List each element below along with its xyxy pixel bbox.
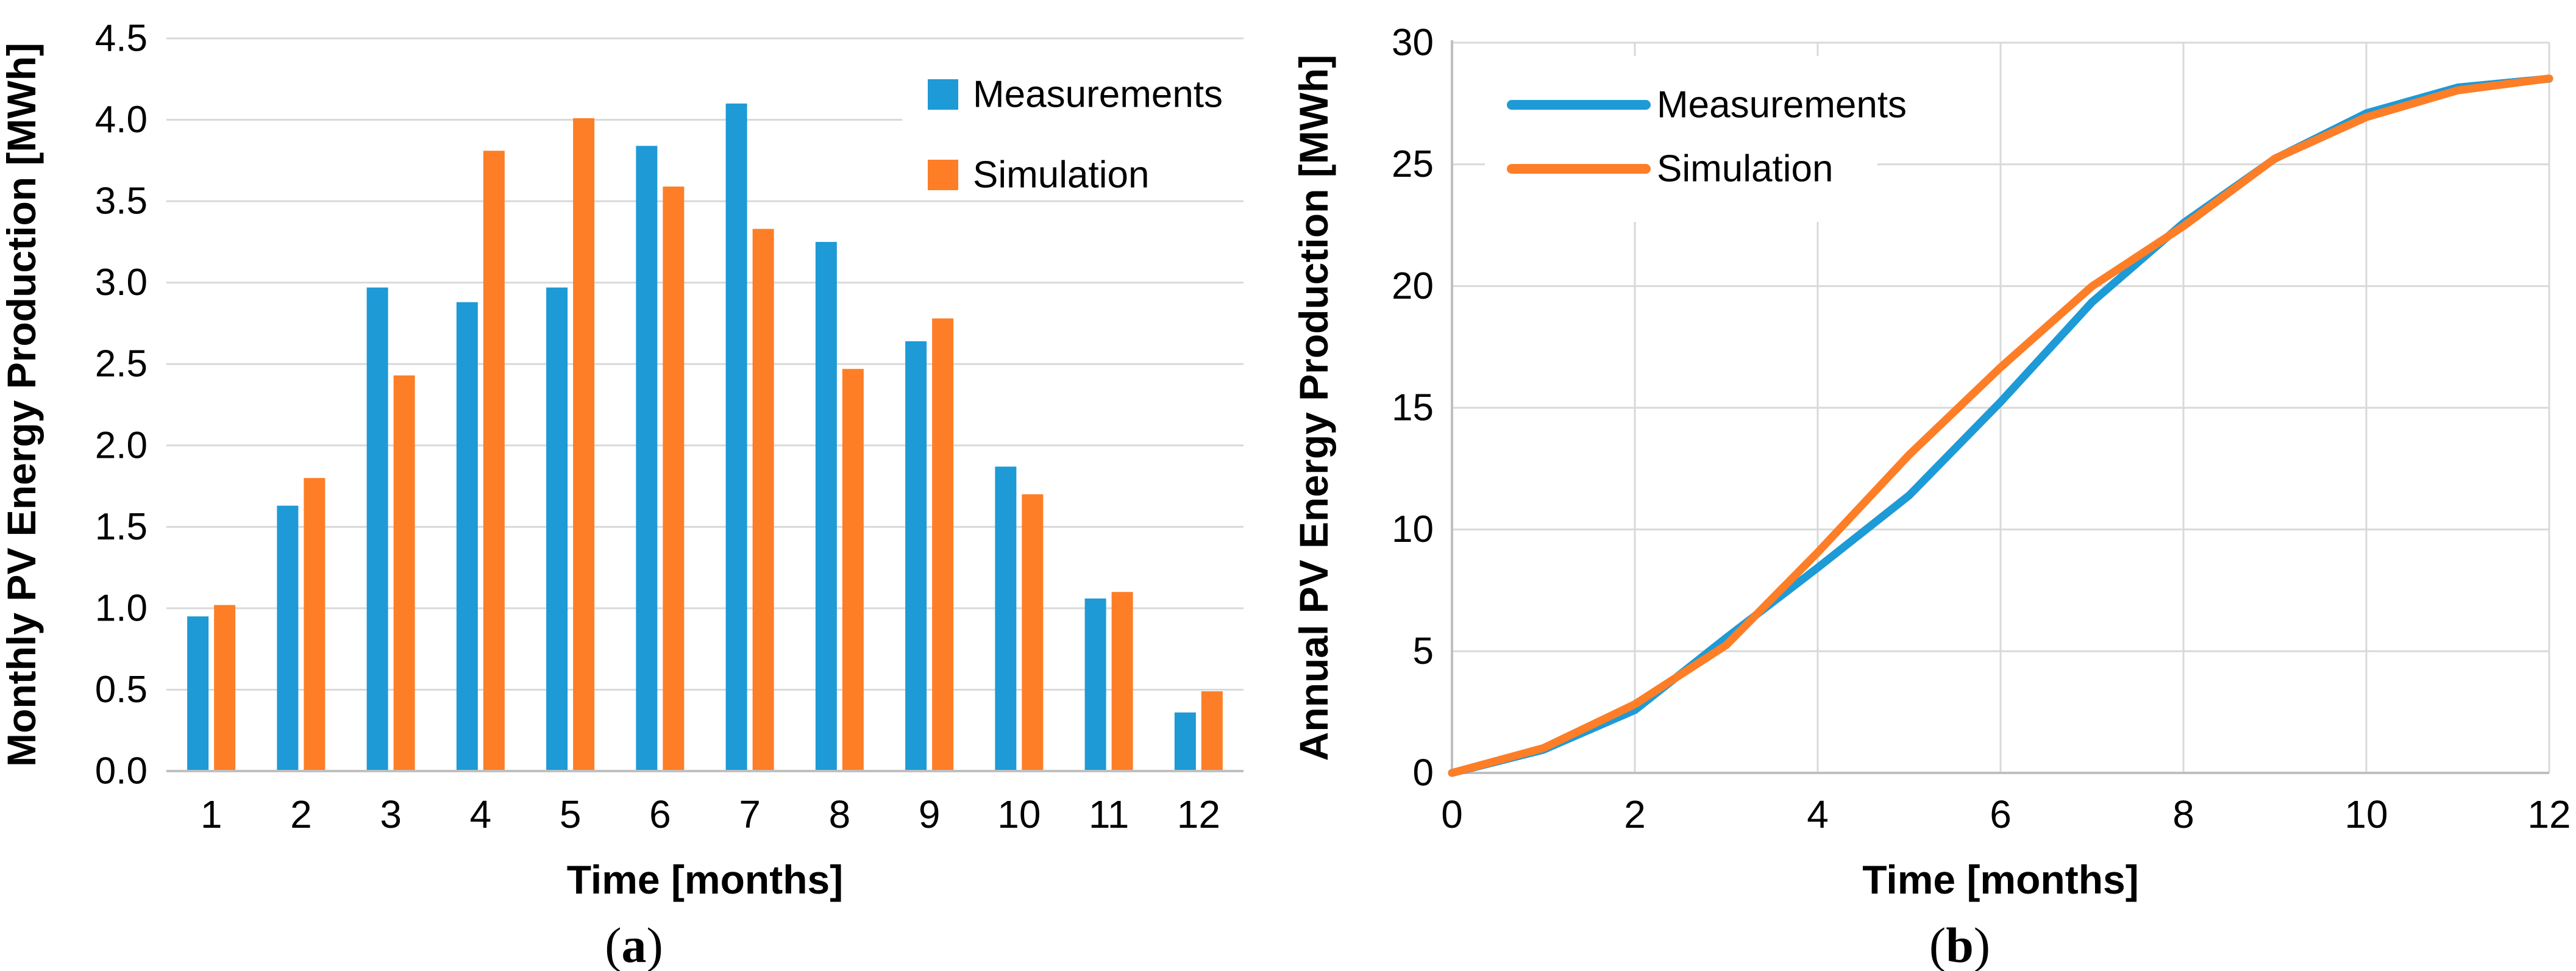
bar-measurements-month-8 (815, 241, 837, 771)
x-tick-label: 6 (649, 792, 671, 836)
y-tick-labels: 0.0 0.5 1.0 1.5 2.0 2.5 3.0 3.5 4.0 4.5 (95, 18, 148, 792)
x-axis-title: Time [months] (1862, 857, 2138, 902)
bar-measurements-month-7 (725, 103, 747, 771)
x-tick-label: 0 (1441, 792, 1463, 836)
x-tick-label: 8 (2172, 792, 2194, 836)
x-tick-label: 10 (2344, 792, 2388, 836)
bar-measurements-month-5 (546, 287, 568, 771)
bar-measurements-month-6 (636, 146, 658, 771)
y-gridlines (166, 37, 1244, 691)
panel-caption: (a) (605, 917, 663, 971)
y-tick-label: 25 (1392, 143, 1434, 185)
y-tick-label: 20 (1392, 265, 1434, 307)
x-tick-label: 3 (380, 792, 402, 836)
legend-background (1485, 56, 1877, 222)
annual-line-chart-svg: 0 5 10 15 20 25 30 0 2 4 6 8 10 12 Annual PV Energy Pr… (1291, 22, 2571, 971)
y-tick-label: 1.5 (95, 506, 148, 548)
bar-simulation-month-3 (393, 375, 415, 771)
y-tick-label: 0.5 (95, 669, 148, 711)
y-tick-label: 0 (1413, 752, 1434, 794)
y-axis-title: Annual PV Energy Production [MWh] (1291, 55, 1336, 761)
y-axis-title: Monthly PV Energy Production [MWh] (0, 43, 44, 767)
x-tick-label: 8 (829, 792, 851, 836)
line-simulation (1448, 74, 2553, 777)
y-tick-label: 30 (1392, 22, 1434, 64)
monthly-bar-chart: 0.0 0.5 1.0 1.5 2.0 2.5 3.0 3.5 4.0 4.5 1 2 3 4 5 6 7 8 9 1… (0, 0, 1280, 971)
bar-simulation-month-12 (1201, 691, 1223, 771)
annual-line-chart: 0 5 10 15 20 25 30 0 2 4 6 8 10 12 Annual PV Energy Pr… (1280, 0, 2576, 971)
x-tick-label: 9 (919, 792, 941, 836)
x-tick-label: 11 (1089, 792, 1129, 836)
x-tick-label: 12 (2527, 792, 2571, 836)
legend: Measurements Simulation (1507, 84, 1907, 190)
bar-measurements-month-4 (456, 302, 478, 772)
legend-label-simulation: Simulation (973, 154, 1149, 196)
y-tick-label: 0.0 (95, 750, 148, 792)
legend-label-measurements: Measurements (1657, 84, 1907, 126)
x-tick-label: 5 (560, 792, 582, 836)
x-tick-label: 10 (997, 792, 1041, 836)
x-tick-label: 7 (739, 792, 761, 836)
bar-simulation-month-7 (752, 229, 774, 771)
bar-simulation-month-5 (573, 118, 595, 772)
x-tick-label: 2 (1624, 792, 1646, 836)
y-tick-label: 2.0 (95, 424, 148, 466)
y-tick-label: 10 (1392, 508, 1434, 550)
y-tick-label: 4.0 (95, 99, 148, 141)
bar-measurements-month-2 (277, 505, 299, 771)
x-tick-label: 2 (290, 792, 312, 836)
bar-simulation-month-9 (932, 318, 954, 771)
bar-measurements-month-1 (187, 616, 209, 771)
y-tick-label: 5 (1413, 630, 1434, 672)
x-axis-title: Time [months] (567, 857, 843, 902)
monthly-bar-chart-svg: 0.00.51.01.52.02.53.03.54.04.51 2 3 4 5 6 7 8 9 1… (0, 18, 1250, 971)
legend-label-simulation: Simulation (1657, 148, 1833, 190)
y-tick-label: 15 (1392, 387, 1434, 429)
bar-measurements-month-9 (905, 341, 927, 771)
legend-background (902, 61, 1250, 198)
x-tick-labels: 0 2 4 6 8 10 12 (1441, 792, 2571, 836)
y-tick-label: 3.5 (95, 180, 148, 222)
legend-marker-measurements (928, 79, 958, 110)
bar-simulation-month-1 (214, 605, 236, 771)
bar-simulation-month-10 (1022, 494, 1044, 771)
y-tick-label: 1.0 (95, 587, 148, 629)
x-tick-label: 4 (1807, 792, 1829, 836)
panel-caption: (b) (1929, 917, 1990, 971)
y-tick-label: 4.5 (95, 18, 148, 60)
bar-measurements-month-3 (366, 287, 388, 771)
bar-simulation-month-11 (1111, 592, 1133, 771)
x-tick-labels: 1 2 3 4 5 6 7 8 9 10 11 12 (201, 792, 1220, 836)
x-tick-label: 4 (470, 792, 492, 836)
x-tick-label: 12 (1177, 792, 1220, 836)
x-tick-label: 6 (1990, 792, 2012, 836)
bar-simulation-month-4 (483, 151, 505, 772)
x-tick-label: 1 (201, 792, 222, 836)
y-tick-label: 2.5 (95, 343, 148, 385)
y-tick-labels: 0 5 10 15 20 25 30 (1392, 22, 1434, 794)
bar-simulation-month-8 (842, 369, 864, 771)
bar-measurements-month-12 (1174, 712, 1196, 771)
bar-measurements-month-11 (1084, 598, 1106, 771)
gridlines (1452, 41, 2550, 773)
bar-measurements-month-10 (995, 466, 1017, 771)
legend: Measurements Simulation (902, 61, 1250, 198)
legend-label-measurements: Measurements (973, 74, 1223, 116)
bars-simulation (214, 118, 1223, 772)
y-tick-label: 3.0 (95, 261, 148, 304)
bars-measurements (187, 103, 1196, 772)
legend-marker-simulation (928, 160, 958, 190)
bar-simulation-month-2 (304, 478, 326, 771)
bar-simulation-month-6 (663, 187, 685, 771)
